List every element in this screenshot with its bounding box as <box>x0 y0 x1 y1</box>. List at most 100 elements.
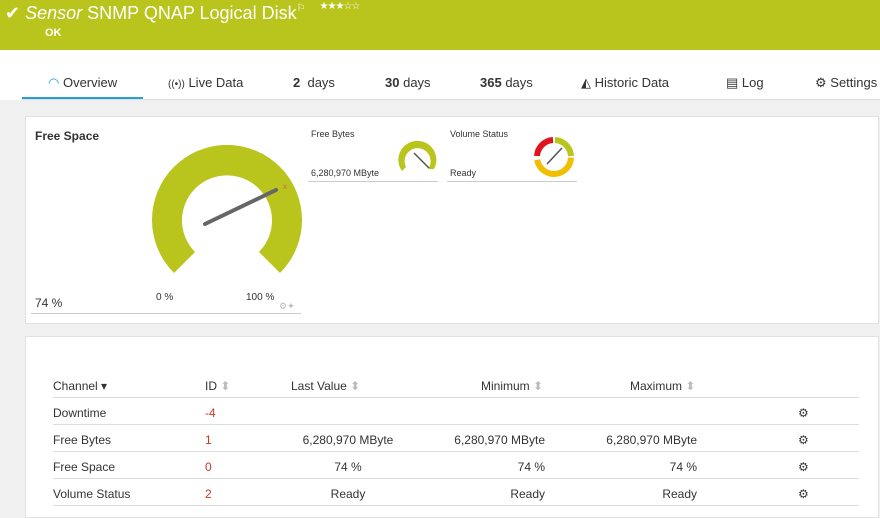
cell-minimum: Ready <box>510 487 545 501</box>
log-icon: ▤ <box>726 75 739 90</box>
flag-icon[interactable]: ⚐ <box>296 3 306 14</box>
free-space-value: 74 % <box>35 296 63 310</box>
col-minimum[interactable]: Minimum ⬍ <box>481 379 543 393</box>
cell-last-value: 74 % <box>334 460 362 474</box>
gauge-min-label: 0 % <box>156 292 174 303</box>
error-segment <box>534 137 554 157</box>
tab-bar: ◠ Overview ((•)) Live Data 2 days 30 day… <box>0 50 880 100</box>
cell-last-value: 6,280,970 MByte <box>302 433 394 447</box>
sort-icon: ⬍ <box>220 379 231 393</box>
tab-label: Overview <box>62 75 118 90</box>
cell-id: 1 <box>205 433 212 447</box>
header-label: Channel <box>53 379 98 393</box>
tab-label: days <box>505 75 533 90</box>
gauge-needle <box>546 147 563 165</box>
tab-label: Historic Data <box>594 75 670 90</box>
cell-channel[interactable]: Downtime <box>53 406 107 420</box>
tab-label: Live Data <box>188 75 244 90</box>
status-text: OK <box>45 27 62 39</box>
volume-status-gauge <box>534 137 574 177</box>
cell-maximum: 74 % <box>669 460 697 474</box>
header-label: Minimum <box>481 379 530 393</box>
channel-settings-icon[interactable]: ⚙ <box>798 460 809 474</box>
cell-minimum: 74 % <box>517 460 545 474</box>
cell-last-value: Ready <box>330 487 366 501</box>
table-row[interactable]: Free Bytes 1 6,280,970 MByte 6,280,970 M… <box>53 425 859 452</box>
table-row[interactable]: Downtime -4 ⚙ <box>53 398 859 425</box>
tab-log[interactable]: ▤ Log <box>726 75 764 91</box>
gauge-settings-pin-icon[interactable]: ⚙✦ <box>279 301 295 311</box>
table-header: Channel ▾ ID ⬍ Last Value ⬍ Minimum ⬍ Ma… <box>53 371 859 398</box>
tab-settings[interactable]: ⚙ Settings <box>815 75 877 91</box>
tab-historic-data[interactable]: ◭ Historic Data <box>581 75 669 91</box>
tab-divider <box>22 99 880 100</box>
sensor-prefix: Sensor <box>25 3 83 23</box>
free-bytes-gauge <box>398 140 437 171</box>
gear-icon: ⚙ <box>815 75 827 90</box>
cell-id: 0 <box>205 460 212 474</box>
cell-channel[interactable]: Volume Status <box>53 487 131 501</box>
tab-2-days[interactable]: 2 days <box>293 75 335 90</box>
sensor-title: ✔ Sensor SNMP QNAP Logical Disk ⚐ ★★★☆☆ <box>5 1 361 24</box>
priority-stars[interactable]: ★★★☆☆ <box>319 1 361 12</box>
title-text: SNMP QNAP Logical Disk <box>87 3 297 23</box>
volume-status-title: Volume Status <box>450 129 509 139</box>
sort-icon: ⬍ <box>533 379 544 393</box>
divider <box>447 181 577 182</box>
tab-label: days <box>307 75 335 90</box>
cell-maximum: Ready <box>662 487 697 501</box>
gauge-max-label: 100 % <box>246 292 275 303</box>
tab-live-data[interactable]: ((•)) Live Data <box>168 75 243 90</box>
gauge-arc <box>398 140 437 171</box>
cell-minimum: 6,280,970 MByte <box>454 433 545 447</box>
divider <box>308 181 438 182</box>
limit-marker: x <box>283 182 287 191</box>
cell-id: -4 <box>205 406 216 420</box>
tab-num: 365 <box>480 75 502 90</box>
tab-label: days <box>403 75 431 90</box>
gauge-needle <box>413 152 430 169</box>
col-maximum[interactable]: Maximum ⬍ <box>630 379 695 393</box>
free-space-title: Free Space <box>35 129 100 143</box>
gauge-icon: ◠ <box>48 75 60 90</box>
check-icon: ✔ <box>5 3 26 23</box>
tab-label: Log <box>741 75 764 90</box>
active-tab-indicator <box>22 97 143 99</box>
channel-settings-icon[interactable]: ⚙ <box>798 433 809 447</box>
table-row[interactable]: Free Space 0 74 % 74 % 74 % ⚙ <box>53 452 859 479</box>
volume-status-value: Ready <box>450 168 477 178</box>
tab-label: Settings <box>830 75 878 90</box>
divider <box>31 313 301 314</box>
sensor-header: ✔ Sensor SNMP QNAP Logical Disk ⚐ ★★★☆☆ OK <box>0 0 880 50</box>
gauge-needle <box>203 188 278 226</box>
gauge-arc <box>152 144 302 273</box>
sort-icon: ⬍ <box>350 379 361 393</box>
col-id[interactable]: ID ⬍ <box>205 379 230 393</box>
tab-num: 2 <box>293 75 301 90</box>
header-label: Last Value <box>291 379 347 393</box>
ok-segment <box>554 137 574 157</box>
col-last-value[interactable]: Last Value ⬍ <box>291 379 360 393</box>
warning-segment <box>534 137 574 177</box>
tab-30-days[interactable]: 30 days <box>385 75 431 90</box>
gauges-panel: Free Space x 74 % 0 % 100 % ⚙✦ Free Byte… <box>25 116 879 324</box>
chart-icon: ◭ <box>581 75 591 90</box>
free-space-gauge: x <box>152 144 302 273</box>
header-label: ID <box>205 379 217 393</box>
channel-settings-icon[interactable]: ⚙ <box>798 487 809 501</box>
free-bytes-title: Free Bytes <box>311 129 355 139</box>
channel-settings-icon[interactable]: ⚙ <box>798 406 809 420</box>
free-bytes-value: 6,280,970 MByte <box>311 168 380 178</box>
table-row[interactable]: Volume Status 2 Ready Ready Ready ⚙ <box>53 479 859 506</box>
sort-icon: ⬍ <box>685 379 696 393</box>
tab-365-days[interactable]: 365 days <box>480 75 533 90</box>
cell-maximum: 6,280,970 MByte <box>606 433 697 447</box>
cell-id: 2 <box>205 487 212 501</box>
live-icon: ((•)) <box>168 79 185 90</box>
cell-channel[interactable]: Free Bytes <box>53 433 112 447</box>
col-channel[interactable]: Channel ▾ <box>53 379 108 393</box>
tab-num: 30 <box>385 75 400 90</box>
cell-channel[interactable]: Free Space <box>53 460 116 474</box>
tab-overview[interactable]: ◠ Overview <box>48 75 117 91</box>
header-label: Maximum <box>630 379 683 393</box>
